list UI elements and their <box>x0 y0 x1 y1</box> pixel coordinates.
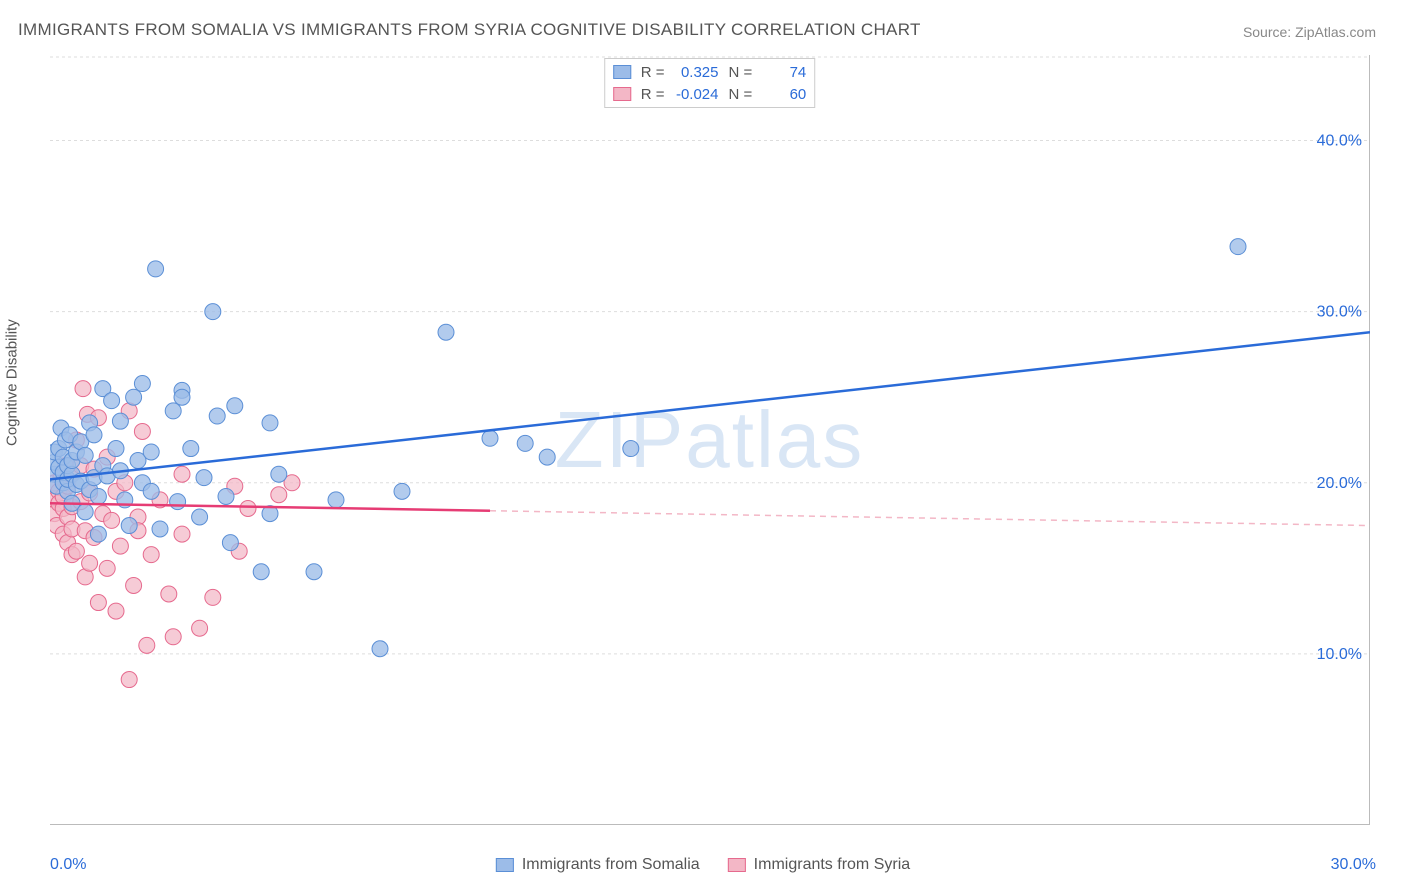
legend-swatch-syria <box>613 87 631 101</box>
n-value-somalia: 74 <box>758 64 806 81</box>
legend-swatch-somalia <box>496 858 514 872</box>
y-axis-label: Cognitive Disability <box>4 319 21 446</box>
source-name: ZipAtlas.com <box>1295 24 1376 40</box>
legend-item-syria: Immigrants from Syria <box>728 856 910 874</box>
n-label: N = <box>729 86 753 103</box>
plot-svg: 10.0% 20.0% 30.0% 40.0% <box>50 55 1370 825</box>
plot-area: ZIPatlas 10.0%20.0%30.0%40.0% R = 0.325 … <box>50 55 1370 825</box>
svg-text:40.0%: 40.0% <box>1317 133 1362 150</box>
n-label: N = <box>729 64 753 81</box>
r-value-syria: -0.024 <box>671 86 719 103</box>
legend-swatch-somalia <box>613 65 631 79</box>
legend-series: Immigrants from Somalia Immigrants from … <box>496 856 910 874</box>
x-axis-min-label: 0.0% <box>50 856 86 874</box>
svg-text:10.0%: 10.0% <box>1317 646 1362 663</box>
legend-item-somalia: Immigrants from Somalia <box>496 856 700 874</box>
svg-text:20.0%: 20.0% <box>1317 475 1362 492</box>
legend-stats-box: R = 0.325 N = 74 R = -0.024 N = 60 <box>604 58 816 108</box>
n-value-syria: 60 <box>758 86 806 103</box>
legend-label-syria: Immigrants from Syria <box>754 856 910 874</box>
x-axis-max-label: 30.0% <box>1331 856 1376 874</box>
legend-stats-row-somalia: R = 0.325 N = 74 <box>613 61 807 83</box>
source-attribution: Source: ZipAtlas.com <box>1243 24 1376 40</box>
r-label: R = <box>641 64 665 81</box>
legend-label-somalia: Immigrants from Somalia <box>522 856 700 874</box>
chart-title: IMMIGRANTS FROM SOMALIA VS IMMIGRANTS FR… <box>18 20 921 40</box>
r-value-somalia: 0.325 <box>671 64 719 81</box>
legend-swatch-syria <box>728 858 746 872</box>
legend-stats-row-syria: R = -0.024 N = 60 <box>613 83 807 105</box>
chart-container: IMMIGRANTS FROM SOMALIA VS IMMIGRANTS FR… <box>0 0 1406 892</box>
r-label: R = <box>641 86 665 103</box>
svg-text:30.0%: 30.0% <box>1317 304 1362 321</box>
source-label: Source: <box>1243 24 1291 40</box>
